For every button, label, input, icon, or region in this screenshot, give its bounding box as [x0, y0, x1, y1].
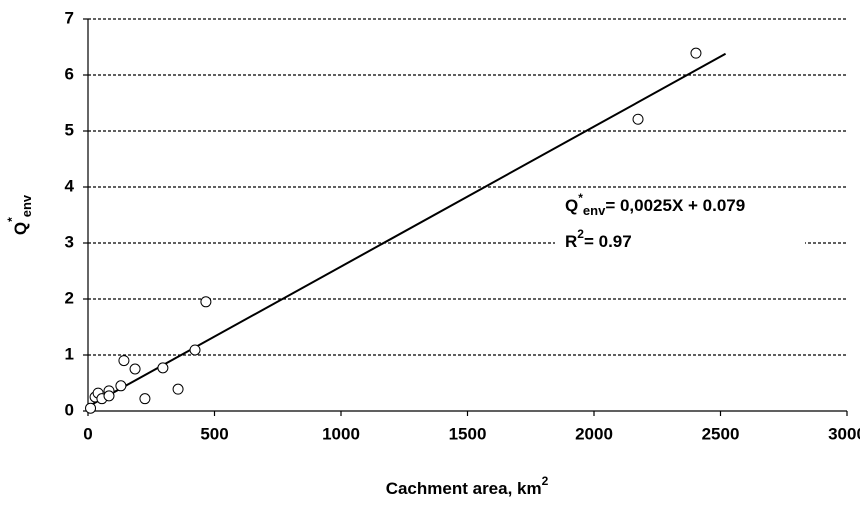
point [172, 383, 184, 395]
annotation: Q*env= 0,0025X + 0.079 [565, 191, 745, 218]
x-tick-label: 1500 [449, 424, 487, 443]
point [189, 344, 201, 356]
point [632, 113, 644, 125]
y-tick-label: 7 [65, 8, 74, 27]
y-tick-label: 1 [65, 344, 74, 363]
x-tick-label: 3000 [828, 424, 860, 443]
x-label-text: Cachment area, km [386, 479, 542, 498]
y-tick-label: 2 [65, 288, 74, 307]
x-tick-label: 1000 [322, 424, 360, 443]
y-axis-label: Q*env [5, 194, 34, 235]
x-tick-label: 2500 [702, 424, 740, 443]
x-label-sup: 2 [542, 474, 549, 488]
x-tick-label: 0 [83, 424, 92, 443]
y-tick-label: 6 [65, 64, 74, 83]
x-axis-label: Cachment area, km2 [386, 474, 549, 498]
point [118, 355, 130, 367]
y-label-sub: env [19, 194, 34, 217]
annotation-base: R [565, 232, 577, 251]
y-tick-label: 0 [65, 400, 74, 419]
point [690, 47, 702, 59]
x-tick-label: 500 [200, 424, 228, 443]
point [85, 402, 97, 414]
point [157, 362, 169, 374]
annotation-sup: * [578, 191, 583, 205]
annotation-sup: 2 [577, 227, 584, 241]
point [103, 390, 115, 402]
y-tick-label: 5 [65, 120, 74, 139]
annotation-background [555, 190, 805, 260]
y-tick-label: 3 [65, 232, 74, 251]
point [115, 380, 127, 392]
annotation-base: Q [565, 196, 578, 215]
point [139, 393, 151, 405]
point [200, 296, 212, 308]
y-tick-label: 4 [65, 176, 75, 195]
x-tick-label: 2000 [575, 424, 613, 443]
annotation-sub: env [583, 203, 606, 218]
point [129, 363, 141, 375]
y-label-base: Q [11, 222, 30, 235]
y-label-sup: * [5, 217, 19, 222]
annotation: R2= 0.97 [565, 227, 632, 251]
annotation-rest: = 0,0025X + 0.079 [605, 196, 745, 215]
annotation-rest: = 0.97 [584, 232, 632, 251]
